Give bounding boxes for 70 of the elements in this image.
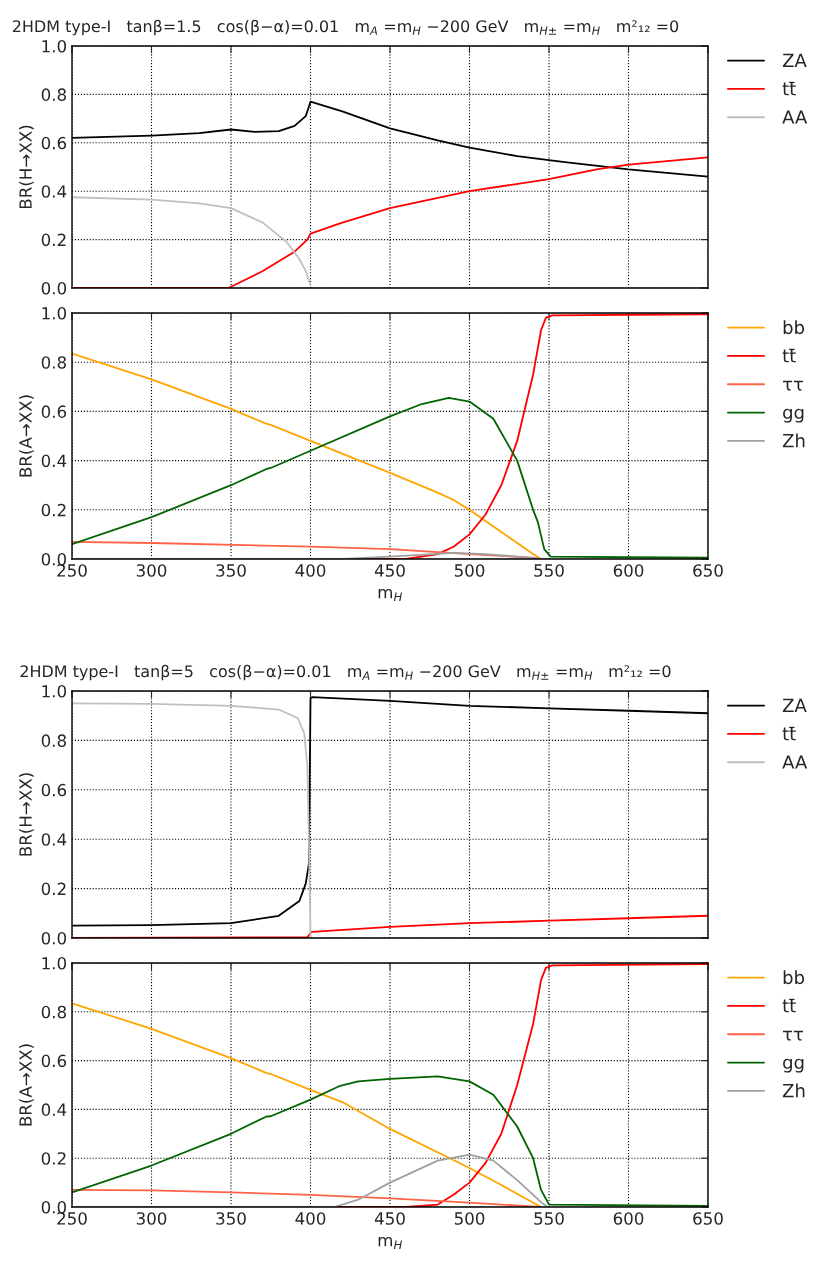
- x-tick-label: 600: [613, 564, 644, 577]
- x-tick-label: 550: [534, 1212, 564, 1225]
- chart-title: 2HDM type-I tanβ=5 cos(β−α)=0.01 m$_{A}$ =m$_{H}$ −200 GeV m$_{H±}$ =m$_{H}$ m²₁₂ =0: [20, 664, 671, 681]
- legend-label: ZA: [782, 698, 807, 712]
- y-tick-label: 1.0: [42, 684, 67, 698]
- y-tick-label: 0.8: [41, 88, 66, 101]
- chart-title: 2HDM type-I tanβ=1.5 cos(β−α)=0.01 m$_{A}$ =m$_{H}$ −200 GeV m$_{H±}$ =m$_{H}$ m²₁₂ =0: [12, 19, 679, 36]
- y-axis-title: BR(A→XX): [18, 1044, 34, 1126]
- y-tick-label: 0.2: [41, 1152, 66, 1165]
- y-tick-label: 0.2: [41, 233, 66, 247]
- x-axis-title: m$_{H}$: [378, 588, 403, 601]
- legend-label: AA: [782, 110, 808, 124]
- y-tick-label: 0.4: [41, 454, 67, 468]
- y-tick-label: 0.0: [41, 931, 67, 945]
- y-tick-label: 0.6: [41, 405, 67, 418]
- y-tick-label: 0.2: [41, 882, 66, 896]
- legend-label: Zh: [782, 433, 805, 448]
- legend-label: tt̄: [782, 726, 796, 741]
- x-axis-title: m$_{H}$: [378, 1236, 403, 1249]
- legend-label: tt̄: [782, 81, 796, 96]
- y-tick-label: 0.4: [41, 1103, 67, 1116]
- y-tick-label: 1.0: [42, 956, 67, 970]
- x-tick-label: 550: [534, 564, 564, 577]
- x-tick-label: 500: [454, 1212, 485, 1225]
- x-tick-label: 350: [216, 1212, 246, 1225]
- x-tick-label: 350: [216, 564, 246, 577]
- line-series: [72, 196, 312, 287]
- x-tick-label: 650: [693, 1212, 723, 1225]
- y-tick-label: 0.0: [41, 281, 67, 295]
- line-series: [72, 702, 312, 938]
- line-series: [72, 352, 542, 559]
- legend-label: bb: [783, 320, 805, 335]
- y-tick-label: 0.0: [41, 552, 67, 566]
- y-tick-label: 0.0: [41, 1200, 67, 1214]
- legend-label: ττ: [782, 380, 803, 391]
- x-tick-label: 300: [136, 564, 167, 577]
- x-tick-label: 300: [136, 1212, 167, 1225]
- y-axis-title: BR(H→XX): [18, 125, 34, 209]
- legend-label: tt̄: [782, 998, 796, 1013]
- legend-label: ττ: [782, 1030, 803, 1041]
- y-axis-title: BR(H→XX): [18, 773, 34, 856]
- y-tick-label: 0.8: [41, 1005, 66, 1019]
- x-tick-label: 600: [613, 1212, 644, 1225]
- y-tick-label: 0.2: [41, 503, 66, 517]
- x-tick-label: 400: [295, 564, 326, 577]
- y-tick-label: 0.4: [41, 185, 67, 198]
- x-tick-label: 450: [374, 1212, 405, 1225]
- legend-label: bb: [783, 970, 805, 985]
- line-series: [72, 1002, 542, 1207]
- x-tick-label: 400: [295, 1212, 326, 1225]
- x-tick-label: 450: [374, 564, 405, 577]
- y-tick-label: 0.6: [41, 136, 67, 150]
- legend-label: AA: [782, 755, 808, 769]
- legend-label: tt̄: [782, 348, 796, 363]
- x-tick-label: 250: [57, 1212, 87, 1225]
- legend-label: gg: [783, 408, 804, 423]
- y-tick-label: 0.6: [41, 1054, 67, 1068]
- legend-label: Zh: [782, 1083, 805, 1098]
- y-tick-label: 0.4: [41, 833, 67, 846]
- legend-label: gg: [783, 1058, 804, 1073]
- y-axis-title: BR(A→XX): [18, 395, 34, 477]
- x-tick-label: 500: [454, 564, 485, 577]
- x-tick-label: 650: [693, 564, 723, 577]
- y-tick-label: 1.0: [42, 39, 67, 53]
- x-tick-label: 250: [57, 564, 87, 577]
- y-tick-label: 0.8: [41, 356, 66, 369]
- legend-label: ZA: [782, 53, 807, 67]
- y-tick-label: 0.6: [41, 783, 67, 797]
- y-tick-label: 0.8: [41, 734, 66, 747]
- y-tick-label: 1.0: [42, 306, 67, 320]
